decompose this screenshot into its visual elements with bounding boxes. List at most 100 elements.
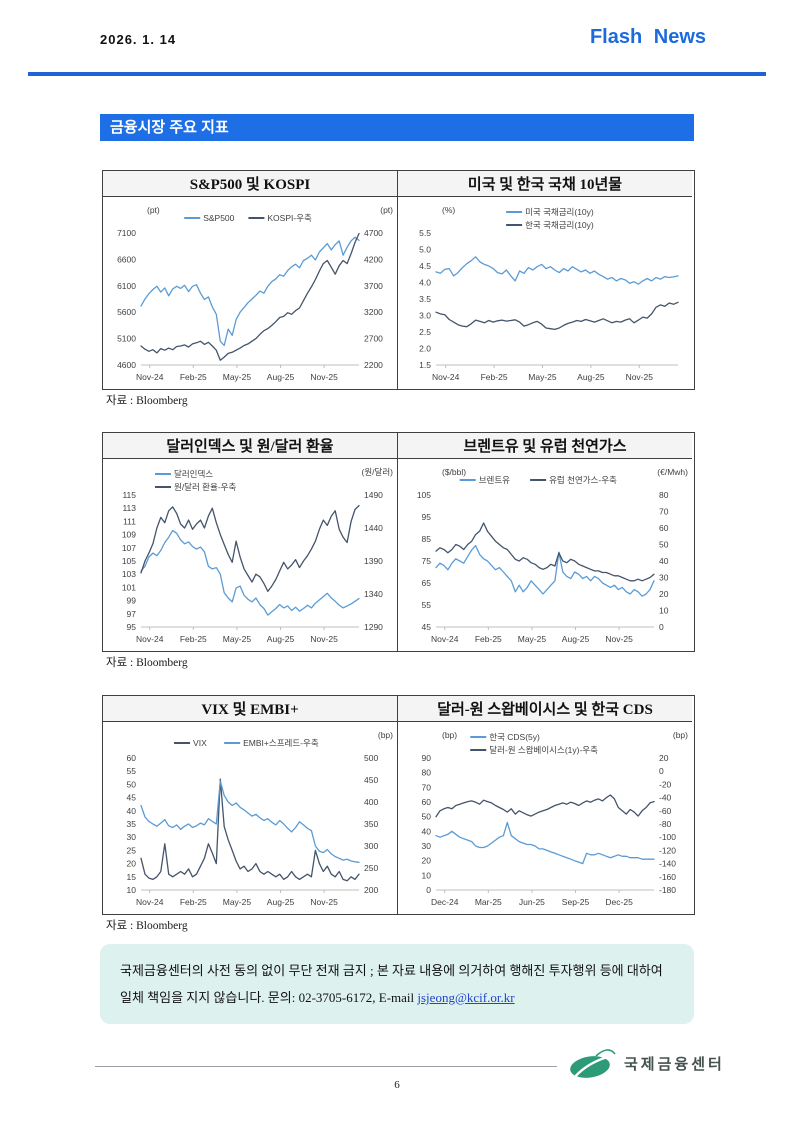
svg-text:Nov-25: Nov-25 (310, 897, 338, 907)
svg-text:10: 10 (127, 885, 137, 895)
svg-text:6600: 6600 (117, 254, 136, 264)
svg-text:80: 80 (659, 490, 669, 500)
svg-text:Aug-25: Aug-25 (267, 372, 295, 382)
chart-block-row1: S&P500 및 KOSPI 7100 6600 6100 5600 5100 4600 4… (102, 170, 695, 390)
svg-text:-20: -20 (659, 779, 672, 789)
disclaimer-box: 국제금융센터의 사전 동의 없이 무단 전재 금지 ; 본 자료 내용에 의거하… (100, 944, 694, 1024)
svg-text:Jun-25: Jun-25 (519, 897, 545, 907)
svg-text:50: 50 (127, 779, 137, 789)
chart-title-sp500-kospi: S&P500 및 KOSPI (103, 171, 397, 197)
svg-text:Nov-24: Nov-24 (136, 897, 164, 907)
svg-text:Nov-24: Nov-24 (136, 372, 164, 382)
svg-text:70: 70 (422, 782, 432, 792)
contact-email-link[interactable]: jsjeong@kcif.or.kr (417, 990, 515, 1005)
svg-text:35: 35 (127, 819, 137, 829)
kcif-logo-icon (570, 1049, 616, 1078)
svg-text:4200: 4200 (364, 254, 383, 264)
svg-text:-120: -120 (659, 845, 676, 855)
svg-text:-60: -60 (659, 806, 672, 816)
svg-text:2200: 2200 (364, 360, 383, 370)
svg-text:111: 111 (123, 516, 136, 526)
svg-text:VIX: VIX (193, 738, 207, 748)
svg-text:-100: -100 (659, 832, 676, 842)
chart-cell-swap-cds: 달러-원 스왑베이시스 및 한국 CDS 90 80 70 60 50 40 30 20 10 0… (398, 696, 692, 914)
svg-text:40: 40 (127, 806, 137, 816)
svg-text:107: 107 (122, 543, 136, 553)
svg-text:Feb-25: Feb-25 (481, 372, 508, 382)
svg-text:Aug-25: Aug-25 (562, 634, 590, 644)
svg-text:60: 60 (659, 523, 669, 533)
svg-text:-40: -40 (659, 793, 672, 803)
svg-text:Nov-25: Nov-25 (605, 634, 633, 644)
chart-brent-eu-natgas: 105 95 85 75 65 55 45 80 70 60 50 40 30 20 10 0 ($/bbl) (… (417, 467, 688, 644)
svg-text:(bp): (bp) (673, 730, 688, 740)
svg-text:Aug-25: Aug-25 (267, 897, 295, 907)
svg-text:3200: 3200 (364, 307, 383, 317)
svg-text:2.5: 2.5 (419, 327, 431, 337)
svg-text:May-25: May-25 (223, 897, 252, 907)
svg-text:Nov-25: Nov-25 (310, 372, 338, 382)
svg-text:(bp): (bp) (442, 730, 457, 740)
svg-text:450: 450 (364, 775, 378, 785)
chart-cell-brent-gas: 브렌트유 및 유럽 천연가스 105 95 85 75 65 55 45 80 70 60 50 40… (398, 433, 692, 651)
svg-text:105: 105 (417, 490, 431, 500)
chart-title-swap-cds: 달러-원 스왑베이시스 및 한국 CDS (398, 696, 692, 722)
svg-text:350: 350 (364, 819, 378, 829)
svg-text:Aug-25: Aug-25 (267, 634, 295, 644)
svg-text:20: 20 (659, 589, 669, 599)
svg-text:200: 200 (364, 885, 378, 895)
svg-text:3.5: 3.5 (419, 294, 431, 304)
svg-text:45: 45 (127, 793, 137, 803)
svg-text:Feb-25: Feb-25 (180, 897, 207, 907)
svg-text:400: 400 (364, 797, 378, 807)
chart-title-us-kr-10y: 미국 및 한국 국채 10년물 (398, 171, 692, 197)
svg-text:($/bbl): ($/bbl) (442, 467, 466, 477)
kcif-logo: 국제금융센터 (566, 1046, 725, 1080)
svg-text:10: 10 (422, 870, 432, 880)
svg-text:Feb-25: Feb-25 (180, 372, 207, 382)
svg-text:-160: -160 (659, 872, 676, 882)
svg-text:95: 95 (127, 622, 137, 632)
svg-text:5.5: 5.5 (419, 228, 431, 238)
svg-text:113: 113 (122, 503, 136, 513)
svg-text:(%): (%) (442, 205, 455, 215)
svg-text:Nov-24: Nov-24 (432, 372, 460, 382)
svg-text:15: 15 (127, 872, 137, 882)
svg-text:(pt): (pt) (380, 205, 393, 215)
svg-text:101: 101 (122, 582, 136, 592)
chart-dollar-index-usdkrw: 115 113 111 109 107 105 103 101 99 97 95 1490 1440 13… (122, 467, 393, 644)
svg-text:85: 85 (422, 534, 432, 544)
svg-text:4600: 4600 (117, 360, 136, 370)
svg-text:(€/Mwh): (€/Mwh) (657, 467, 688, 477)
svg-text:30: 30 (127, 832, 137, 842)
chart-block-row3: VIX 및 EMBI+ 60 55 50 45 40 35 30 25 20 15 10 500 450… (102, 695, 695, 915)
svg-text:May-25: May-25 (528, 372, 557, 382)
svg-text:45: 45 (422, 622, 432, 632)
svg-text:EMBI+스프레드-우축: EMBI+스프레드-우축 (243, 738, 319, 748)
svg-text:3.0: 3.0 (419, 311, 431, 321)
svg-text:5.0: 5.0 (419, 245, 431, 255)
svg-text:30: 30 (422, 841, 432, 851)
svg-text:0: 0 (659, 622, 664, 632)
svg-text:-140: -140 (659, 859, 676, 869)
svg-text:99: 99 (127, 596, 137, 606)
svg-text:105: 105 (122, 556, 136, 566)
kcif-logo-text: 국제금융센터 (624, 1055, 725, 1073)
svg-text:(bp): (bp) (378, 730, 393, 740)
svg-text:한국 국채금리(10y): 한국 국채금리(10y) (525, 220, 594, 230)
svg-text:75: 75 (422, 556, 432, 566)
header-rule (28, 72, 766, 76)
chart-cell-vix-embi: VIX 및 EMBI+ 60 55 50 45 40 35 30 25 20 15 10 500 450… (103, 696, 398, 914)
svg-text:55: 55 (422, 600, 432, 610)
svg-text:6100: 6100 (117, 281, 136, 291)
svg-text:달러인덱스: 달러인덱스 (174, 469, 213, 479)
svg-text:90: 90 (422, 753, 432, 763)
svg-text:May-25: May-25 (518, 634, 547, 644)
svg-text:60: 60 (127, 753, 137, 763)
brand-title: Flash News (589, 26, 706, 48)
svg-text:1.5: 1.5 (419, 360, 431, 370)
source-note-row3: 자료 : Bloomberg (106, 920, 188, 932)
svg-text:2700: 2700 (364, 334, 383, 344)
svg-text:Nov-24: Nov-24 (431, 634, 459, 644)
disclaimer-line2: 등에 대하여 일체 책임을 지지 않습니다. 문의: 02-3705-6172,… (120, 963, 663, 1005)
